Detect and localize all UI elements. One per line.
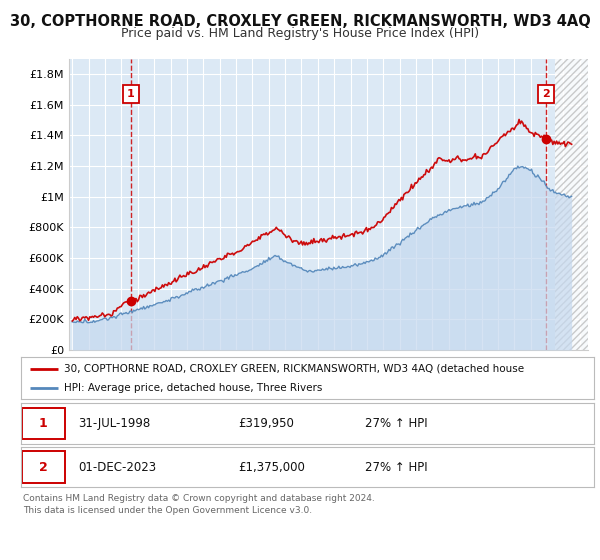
- Text: 30, COPTHORNE ROAD, CROXLEY GREEN, RICKMANSWORTH, WD3 4AQ: 30, COPTHORNE ROAD, CROXLEY GREEN, RICKM…: [10, 14, 590, 29]
- Text: 01-DEC-2023: 01-DEC-2023: [79, 460, 157, 474]
- Text: Price paid vs. HM Land Registry's House Price Index (HPI): Price paid vs. HM Land Registry's House …: [121, 27, 479, 40]
- FancyBboxPatch shape: [22, 408, 65, 439]
- Text: 1: 1: [39, 417, 48, 430]
- Text: 27% ↑ HPI: 27% ↑ HPI: [365, 460, 427, 474]
- Bar: [555, 59, 588, 350]
- Text: 2: 2: [542, 88, 550, 99]
- FancyBboxPatch shape: [22, 451, 65, 483]
- Text: 31-JUL-1998: 31-JUL-1998: [79, 417, 151, 430]
- Text: £1,375,000: £1,375,000: [239, 460, 305, 474]
- Text: Contains HM Land Registry data © Crown copyright and database right 2024.
This d: Contains HM Land Registry data © Crown c…: [23, 494, 374, 515]
- Text: 2: 2: [39, 460, 48, 474]
- Text: HPI: Average price, detached house, Three Rivers: HPI: Average price, detached house, Thre…: [64, 383, 322, 393]
- Text: 27% ↑ HPI: 27% ↑ HPI: [365, 417, 427, 430]
- Text: 30, COPTHORNE ROAD, CROXLEY GREEN, RICKMANSWORTH, WD3 4AQ (detached house: 30, COPTHORNE ROAD, CROXLEY GREEN, RICKM…: [64, 363, 524, 374]
- Text: 1: 1: [127, 88, 135, 99]
- Text: £319,950: £319,950: [239, 417, 295, 430]
